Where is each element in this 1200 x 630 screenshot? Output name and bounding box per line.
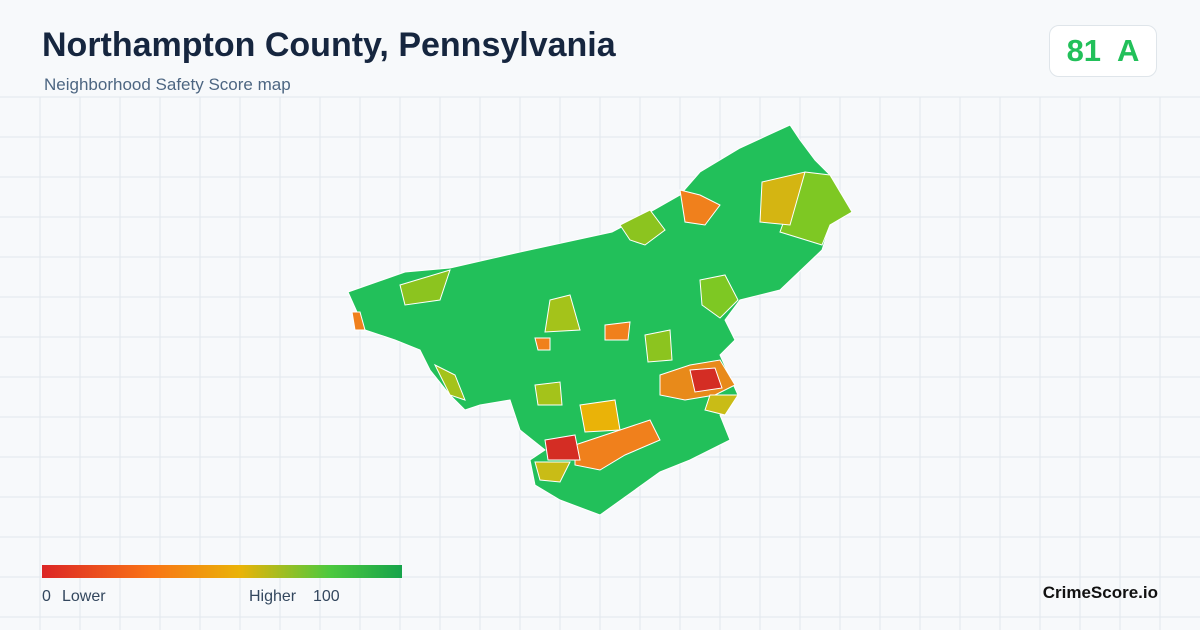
legend-min-label: Lower — [62, 588, 106, 605]
tract — [699, 274, 739, 319]
tract — [399, 269, 451, 306]
tract — [534, 381, 563, 406]
tract — [534, 461, 571, 483]
legend-min: 0 — [42, 588, 51, 605]
brand: CrimeScore.io — [1042, 583, 1158, 602]
tract — [604, 321, 631, 341]
tract — [433, 363, 466, 401]
tract — [534, 337, 551, 351]
county-area — [347, 124, 853, 516]
tract — [704, 394, 739, 416]
legend-gradient — [42, 565, 402, 578]
subtitle: Neighborhood Safety Score map — [44, 75, 291, 94]
score-grade: A — [1117, 33, 1140, 68]
tract — [759, 171, 806, 226]
tract — [351, 311, 366, 331]
county — [347, 124, 853, 516]
tract — [679, 189, 721, 226]
tract — [579, 399, 621, 433]
legend-max-label: Higher — [249, 588, 297, 605]
score-badge: 81 A — [1049, 25, 1157, 77]
legend-max: 100 — [313, 588, 340, 605]
score-value: 81 — [1066, 33, 1102, 68]
tract — [544, 434, 581, 461]
tract — [619, 209, 666, 246]
tract — [574, 419, 661, 471]
tract — [544, 294, 581, 333]
tract — [644, 329, 673, 363]
tract — [689, 367, 723, 393]
title: Northampton County, Pennsylvania — [42, 26, 616, 64]
